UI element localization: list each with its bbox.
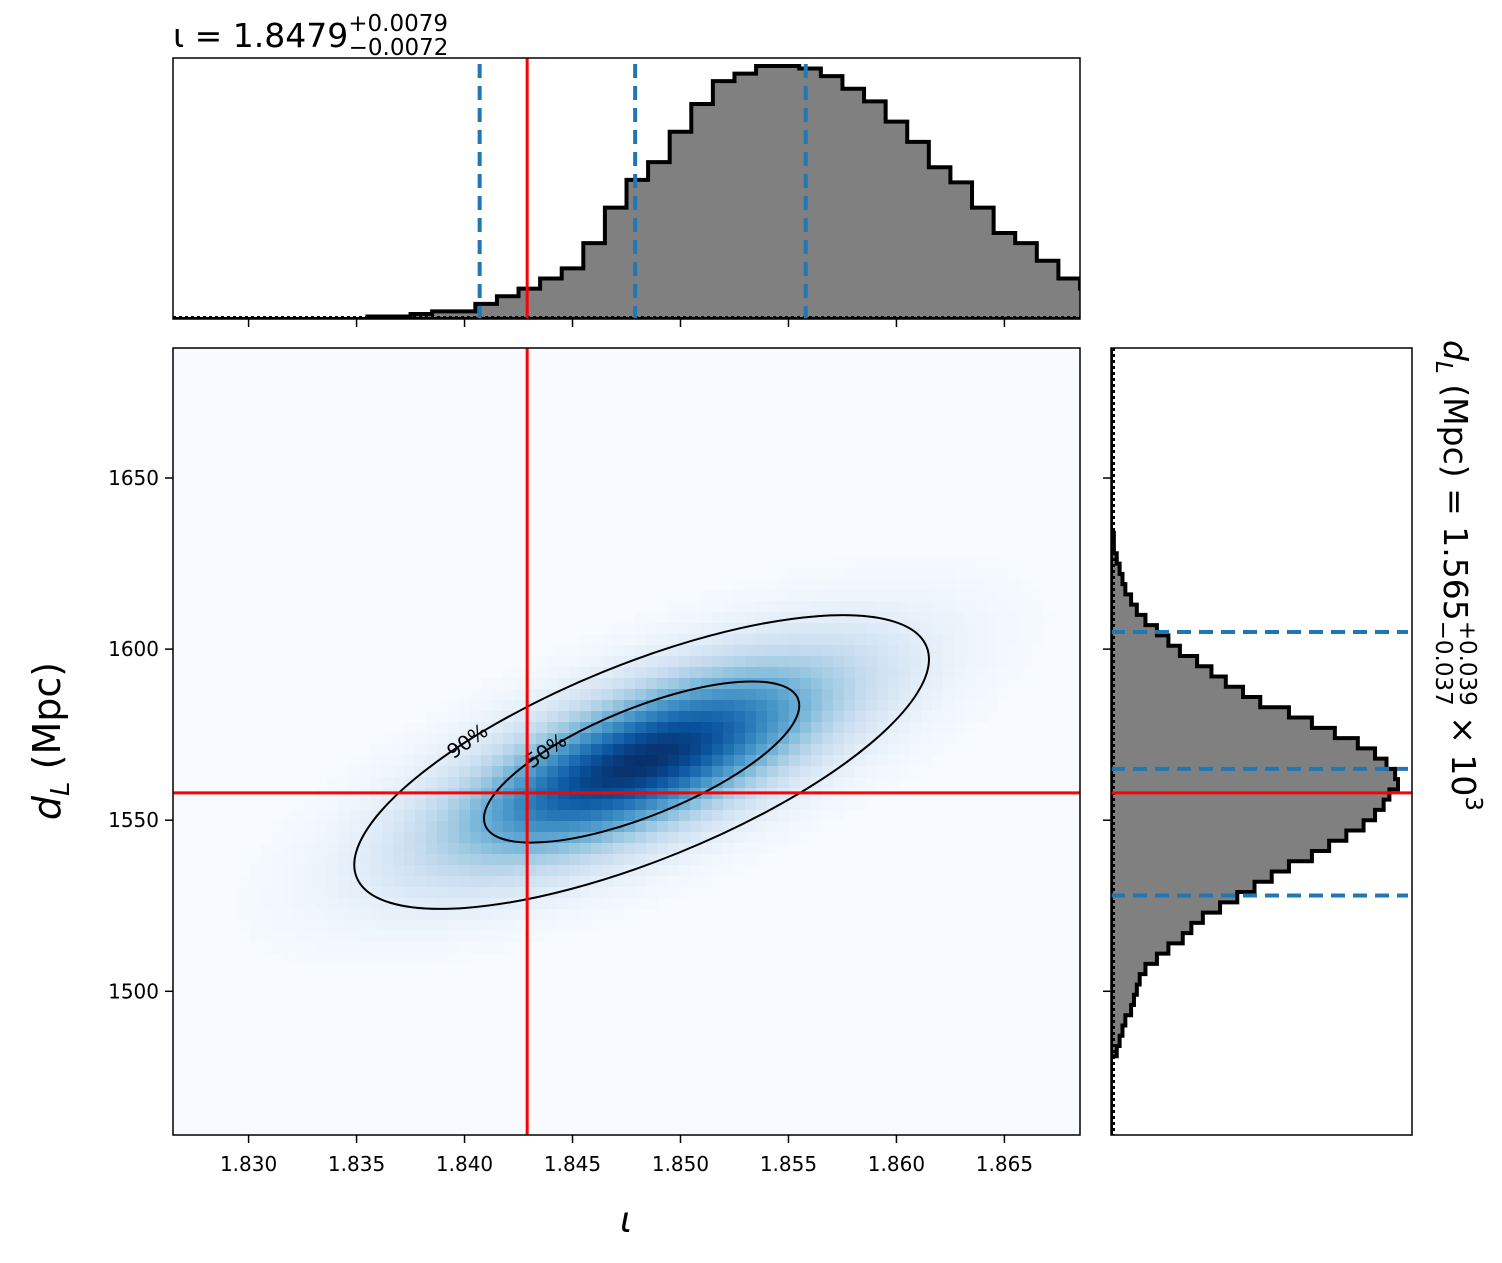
contour-90pct (353, 614, 930, 910)
x-tick-label-0: 1.830 (220, 1152, 277, 1176)
x-axis-label: ι (620, 1200, 632, 1241)
x-tick-label-1: 1.835 (328, 1152, 385, 1176)
y-tick-label-0: 1500 (108, 979, 159, 1003)
marginal-dl-panel: dL (Mpc) = 1.565+0.039−0.037 × 103 (1103, 340, 1486, 1136)
marginal-iota-panel: ι = 1.8479+0.0079 −0.0072 (172, 11, 1081, 327)
x-tick-label-5: 1.855 (760, 1152, 817, 1176)
joint-density-panel: 50%90% 1.830 1.835 1.840 1.845 1.850 1.855 1.8… (25, 347, 1081, 1241)
iota-histogram-edge (173, 64, 1080, 319)
marginal-dl-title: dL (Mpc) = 1.565+0.039−0.037 × 103 (1430, 340, 1486, 811)
y-tick-label-1: 1550 (108, 808, 159, 832)
dl-histogram-edge (1111, 348, 1400, 1135)
x-tick-label-4: 1.850 (652, 1152, 709, 1176)
x-tick-label-3: 1.845 (544, 1152, 601, 1176)
y-tick-label-3: 1650 (108, 466, 159, 490)
density-heatmap (239, 557, 1054, 976)
marginal-iota-title: ι = 1.8479+0.0079 −0.0072 (173, 11, 448, 61)
y-tick-label-2: 1600 (108, 637, 159, 661)
x-tick-label-7: 1.865 (976, 1152, 1033, 1176)
y-axis-label: dL (Mpc) (25, 662, 76, 820)
x-tick-label-6: 1.860 (868, 1152, 925, 1176)
x-tick-label-2: 1.840 (436, 1152, 493, 1176)
contour-50pct (482, 680, 801, 844)
